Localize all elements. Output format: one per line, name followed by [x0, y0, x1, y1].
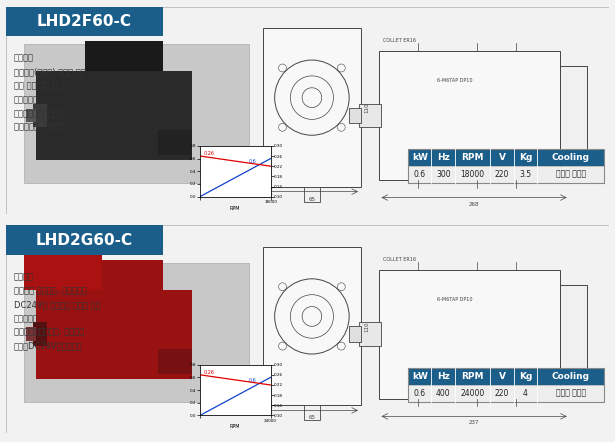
Text: 공냉식 風冷式: 공냉식 風冷式: [555, 389, 585, 398]
Bar: [408, 368, 604, 385]
Text: V: V: [499, 153, 506, 162]
Text: COLLET ER16: COLLET ER16: [383, 257, 416, 262]
Bar: [26, 328, 36, 341]
Bar: [6, 225, 163, 255]
Text: 6-M6TAP DP10: 6-M6TAP DP10: [437, 78, 473, 84]
Bar: [26, 109, 36, 122]
Text: kW: kW: [412, 153, 427, 162]
Text: 18000: 18000: [461, 170, 485, 179]
Text: 110: 110: [364, 321, 369, 332]
Text: RPM: RPM: [461, 372, 484, 381]
Text: Kg: Kg: [519, 153, 532, 162]
Bar: [84, 41, 163, 71]
Text: Kg: Kg: [519, 372, 532, 381]
Bar: [158, 130, 192, 155]
Text: V: V: [499, 372, 506, 381]
Bar: [24, 263, 249, 401]
Text: 0.6: 0.6: [414, 389, 426, 398]
Text: 조각기용: 조각기용: [14, 272, 34, 282]
Bar: [36, 290, 192, 379]
Bar: [304, 187, 320, 202]
Text: Hz: Hz: [437, 153, 450, 162]
Text: 圆头槽铣刀直线工具, 精密加工: 圆头槽铣刀直线工具, 精密加工: [14, 328, 84, 337]
Text: 268: 268: [469, 202, 479, 206]
Text: 400: 400: [436, 389, 451, 398]
Text: RPM: RPM: [461, 153, 484, 162]
Text: 雕刻机专用: 雕刻机专用: [14, 314, 39, 323]
Bar: [408, 166, 604, 183]
Text: 风扇直接式, 会有噪音: 风扇直接式, 会有噪音: [14, 123, 64, 132]
Text: 300: 300: [436, 170, 451, 179]
Text: Hz: Hz: [437, 372, 450, 381]
Bar: [158, 349, 192, 374]
Bar: [33, 322, 47, 346]
Bar: [359, 322, 381, 346]
Bar: [33, 103, 47, 127]
Text: 0.26: 0.26: [204, 370, 214, 375]
Text: 110: 110: [364, 102, 369, 113]
Text: 24000: 24000: [461, 389, 485, 398]
Text: 3.5: 3.5: [520, 170, 531, 179]
Text: LHD2G60-C: LHD2G60-C: [36, 233, 133, 248]
Text: 65: 65: [308, 415, 315, 420]
Text: 65: 65: [308, 197, 315, 202]
Text: 6-M6TAP DP10: 6-M6TAP DP10: [437, 297, 473, 302]
Text: kW: kW: [412, 372, 427, 381]
Text: 雕刻机专用: 雕刻机专用: [14, 95, 39, 104]
Bar: [24, 255, 102, 290]
Bar: [408, 149, 604, 183]
Bar: [349, 107, 361, 123]
Bar: [349, 326, 361, 342]
Text: Cooling: Cooling: [552, 372, 590, 381]
Text: 直线工具（钻机专用）: 直线工具（钻机专用）: [14, 109, 64, 118]
Text: 220: 220: [495, 170, 509, 179]
Text: DC24V팬 내장으로 소음이 적음: DC24V팬 내장으로 소음이 적음: [14, 300, 100, 309]
Text: Cooling: Cooling: [552, 153, 590, 162]
Bar: [304, 405, 320, 420]
Text: 0.6: 0.6: [249, 378, 257, 383]
Bar: [560, 66, 587, 165]
Bar: [408, 368, 604, 401]
Text: 220: 220: [495, 389, 509, 398]
Text: 0.26: 0.26: [204, 151, 214, 156]
Text: 4: 4: [523, 389, 528, 398]
Text: 237: 237: [469, 420, 479, 425]
Bar: [6, 7, 163, 36]
Text: 因内装DC24V而噪音较低: 因内装DC24V而噪音较低: [14, 342, 82, 351]
Bar: [24, 44, 249, 183]
Bar: [263, 28, 361, 187]
Text: 0.6: 0.6: [414, 170, 426, 179]
X-axis label: RPM: RPM: [230, 424, 240, 429]
Text: 조각기용: 조각기용: [14, 53, 34, 63]
Bar: [560, 285, 587, 384]
Bar: [408, 385, 604, 401]
Text: COLLET ER16: COLLET ER16: [383, 38, 416, 43]
Bar: [84, 260, 163, 290]
Text: 0.6: 0.6: [249, 159, 257, 164]
Text: 소음 다소 있을 수 있음: 소음 다소 있을 수 있음: [14, 81, 69, 90]
Bar: [379, 270, 560, 399]
Bar: [263, 247, 361, 405]
Bar: [408, 149, 604, 166]
Text: 공냉식 風冷式: 공냉식 風冷式: [555, 170, 585, 179]
Bar: [359, 103, 381, 127]
Bar: [36, 71, 192, 160]
Text: LHD2F60-C: LHD2F60-C: [37, 14, 132, 29]
Text: 볼엔드밀 직선공구, 준정밀가공: 볼엔드밀 직선공구, 준정밀가공: [14, 286, 87, 295]
X-axis label: RPM: RPM: [230, 206, 240, 210]
Bar: [379, 51, 560, 180]
Text: 직선공구(드릴용) 팬직결 타입: 직선공구(드릴용) 팬직결 타입: [14, 68, 85, 76]
